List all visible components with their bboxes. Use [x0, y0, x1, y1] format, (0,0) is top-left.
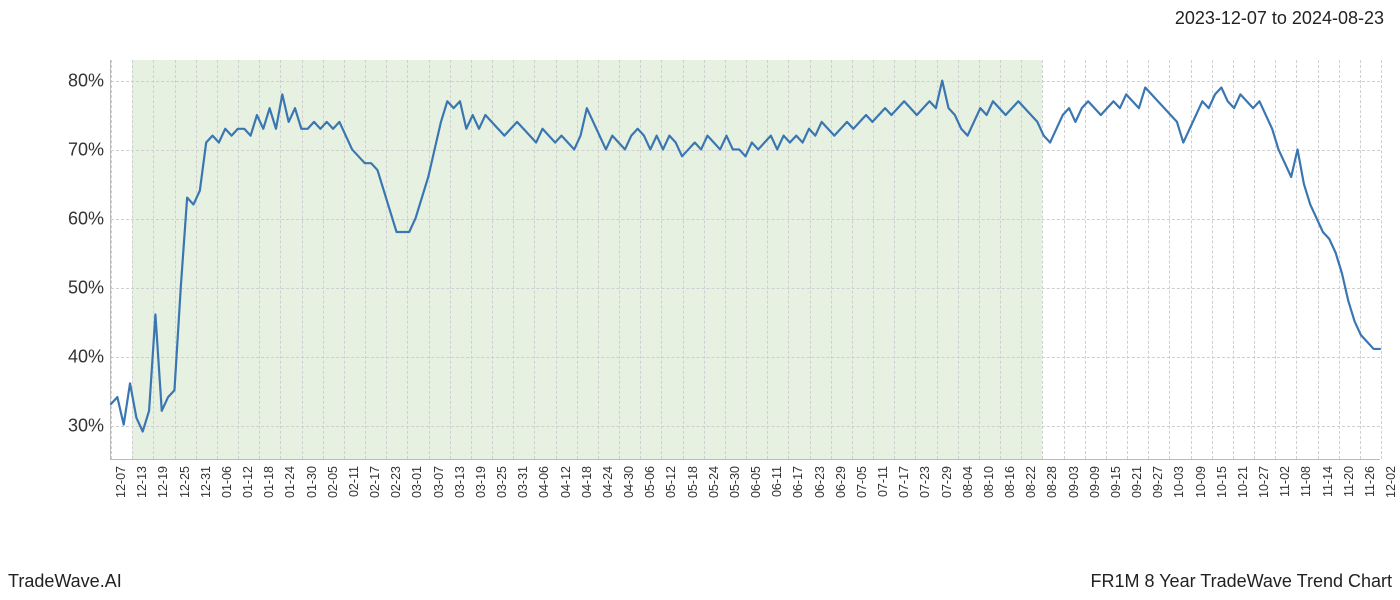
y-tick-label: 30%	[24, 415, 104, 436]
x-tick-label: 05-12	[664, 466, 678, 498]
x-tick-label: 03-25	[495, 466, 509, 498]
x-tick-label: 11-02	[1278, 466, 1292, 497]
x-tick-label: 01-24	[283, 466, 297, 498]
x-tick-label: 08-10	[982, 466, 996, 498]
series-line	[111, 81, 1380, 432]
x-tick-label: 12-25	[178, 466, 192, 498]
x-tick-label: 07-17	[897, 466, 911, 498]
x-tick-label: 12-02	[1384, 466, 1398, 498]
x-tick-label: 09-03	[1067, 466, 1081, 498]
y-tick-label: 60%	[24, 208, 104, 229]
x-tick-label: 01-06	[220, 466, 234, 498]
x-tick-label: 05-30	[728, 466, 742, 498]
x-tick-label: 10-27	[1257, 466, 1271, 498]
x-tick-label: 09-21	[1130, 466, 1144, 498]
x-tick-label: 03-07	[432, 466, 446, 498]
x-tick-label: 10-03	[1172, 466, 1186, 498]
x-tick-label: 02-17	[368, 466, 382, 498]
x-tick-label: 12-31	[199, 466, 213, 498]
x-tick-label: 08-04	[961, 466, 975, 498]
x-tick-label: 03-31	[516, 466, 530, 498]
x-tick-label: 10-09	[1194, 466, 1208, 498]
gridline-vertical	[1381, 60, 1382, 459]
x-tick-label: 04-06	[537, 466, 551, 498]
x-tick-label: 10-21	[1236, 466, 1250, 498]
x-tick-label: 04-12	[559, 466, 573, 498]
x-tick-label: 05-18	[686, 466, 700, 498]
plot-area	[110, 60, 1380, 460]
trend-line	[111, 60, 1380, 459]
x-tick-label: 09-27	[1151, 466, 1165, 498]
x-tick-label: 02-23	[389, 466, 403, 498]
x-tick-label: 01-30	[305, 466, 319, 498]
x-tick-label: 11-08	[1299, 466, 1313, 497]
x-tick-label: 08-22	[1024, 466, 1038, 498]
x-tick-label: 11-20	[1342, 466, 1356, 497]
x-tick-label: 06-23	[813, 466, 827, 498]
x-tick-label: 12-07	[114, 466, 128, 498]
x-tick-label: 06-11	[770, 466, 784, 497]
x-tick-label: 10-15	[1215, 466, 1229, 498]
x-tick-label: 11-14	[1321, 466, 1335, 497]
x-tick-label: 02-11	[347, 466, 361, 497]
x-tick-label: 04-30	[622, 466, 636, 498]
x-tick-label: 06-05	[749, 466, 763, 498]
x-tick-label: 12-13	[135, 466, 149, 498]
x-tick-label: 01-12	[241, 466, 255, 498]
brand-label: TradeWave.AI	[8, 571, 122, 592]
x-tick-label: 04-24	[601, 466, 615, 498]
x-tick-label: 02-05	[326, 466, 340, 498]
y-tick-label: 70%	[24, 139, 104, 160]
x-tick-label: 05-24	[707, 466, 721, 498]
y-tick-label: 50%	[24, 277, 104, 298]
y-tick-label: 40%	[24, 346, 104, 367]
x-tick-label: 04-18	[580, 466, 594, 498]
x-tick-label: 07-29	[940, 466, 954, 498]
x-tick-label: 09-09	[1088, 466, 1102, 498]
y-tick-label: 80%	[24, 70, 104, 91]
x-tick-label: 08-16	[1003, 466, 1017, 498]
x-tick-label: 03-13	[453, 466, 467, 498]
chart-root: 2023-12-07 to 2024-08-23 TradeWave.AI FR…	[0, 0, 1400, 600]
x-tick-label: 07-11	[876, 466, 890, 497]
chart-title: FR1M 8 Year TradeWave Trend Chart	[1091, 571, 1392, 592]
x-tick-label: 11-26	[1363, 466, 1377, 497]
x-tick-label: 03-19	[474, 466, 488, 498]
x-tick-label: 12-19	[156, 466, 170, 498]
x-tick-label: 03-01	[410, 466, 424, 498]
x-tick-label: 06-29	[834, 466, 848, 498]
x-tick-label: 07-05	[855, 466, 869, 498]
date-range-label: 2023-12-07 to 2024-08-23	[1175, 8, 1384, 29]
x-tick-label: 06-17	[791, 466, 805, 498]
x-tick-label: 07-23	[918, 466, 932, 498]
x-tick-label: 01-18	[262, 466, 276, 498]
x-tick-label: 05-06	[643, 466, 657, 498]
x-tick-label: 08-28	[1045, 466, 1059, 498]
x-tick-label: 09-15	[1109, 466, 1123, 498]
